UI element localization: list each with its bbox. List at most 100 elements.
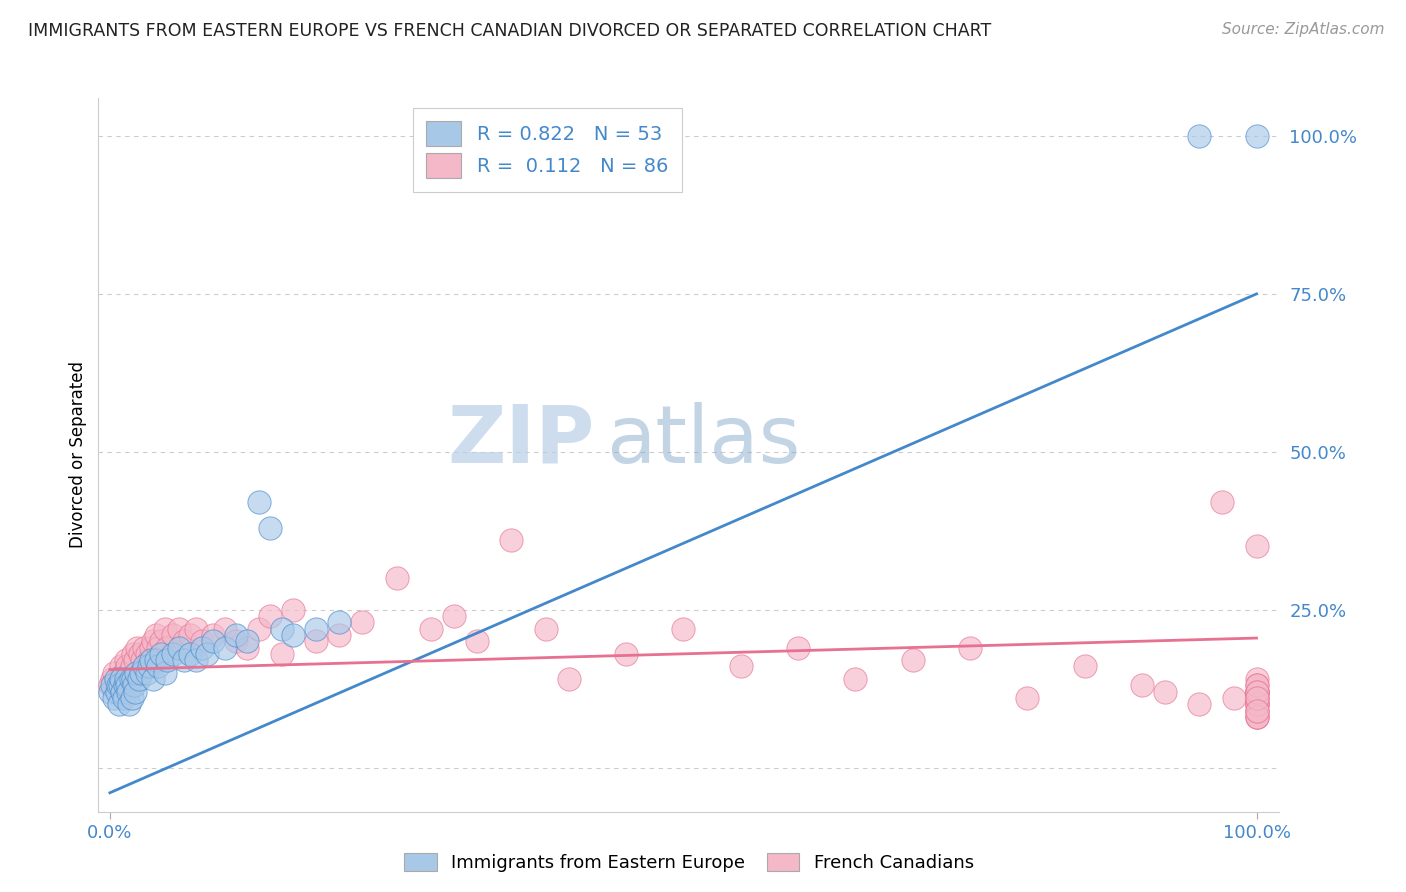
Point <box>115 659 138 673</box>
Point <box>225 634 247 648</box>
Point <box>108 672 131 686</box>
Point <box>179 628 201 642</box>
Point <box>1246 684 1268 698</box>
Text: ZIP: ZIP <box>447 401 595 480</box>
Point <box>190 634 212 648</box>
Point <box>214 640 236 655</box>
Point <box>115 653 138 667</box>
Point <box>150 634 173 648</box>
Point <box>1246 684 1268 698</box>
Point <box>1246 691 1268 706</box>
Point <box>1188 128 1211 143</box>
Point <box>385 571 408 585</box>
Point <box>141 653 163 667</box>
Point <box>167 640 190 655</box>
Point <box>1246 691 1268 706</box>
Point <box>112 665 135 680</box>
Point <box>120 672 142 686</box>
Y-axis label: Divorced or Separated: Divorced or Separated <box>69 361 87 549</box>
Point <box>202 628 225 642</box>
Point <box>128 672 150 686</box>
Point <box>1222 691 1244 706</box>
Point <box>121 672 143 686</box>
Point <box>117 684 139 698</box>
Point <box>259 520 281 534</box>
Point <box>101 672 124 686</box>
Point <box>146 659 169 673</box>
Point <box>259 609 281 624</box>
Point <box>98 678 121 692</box>
Point <box>125 665 148 680</box>
Point <box>236 640 259 655</box>
Point <box>195 647 218 661</box>
Point <box>1130 678 1153 692</box>
Point <box>1246 678 1268 692</box>
Point <box>134 659 156 673</box>
Point <box>108 698 131 712</box>
Text: Source: ZipAtlas.com: Source: ZipAtlas.com <box>1222 22 1385 37</box>
Point <box>121 647 143 661</box>
Point <box>247 495 270 509</box>
Point <box>118 698 141 712</box>
Point <box>121 691 143 706</box>
Point <box>247 622 270 636</box>
Point <box>103 691 125 706</box>
Point <box>127 640 149 655</box>
Point <box>118 665 141 680</box>
Point <box>110 672 132 686</box>
Point <box>115 678 138 692</box>
Point <box>501 533 523 548</box>
Point <box>145 628 167 642</box>
Point <box>111 684 134 698</box>
Point <box>614 647 637 661</box>
Point <box>190 640 212 655</box>
Point <box>420 622 443 636</box>
Point <box>672 622 695 636</box>
Point <box>112 691 135 706</box>
Point <box>328 615 350 630</box>
Point <box>305 634 328 648</box>
Point <box>1246 698 1268 712</box>
Point <box>156 653 179 667</box>
Point <box>305 622 328 636</box>
Text: atlas: atlas <box>606 401 800 480</box>
Point <box>465 634 488 648</box>
Point <box>202 634 225 648</box>
Point <box>730 659 752 673</box>
Point <box>107 678 129 692</box>
Point <box>115 672 138 686</box>
Point <box>105 684 128 698</box>
Point <box>270 622 292 636</box>
Point <box>1246 691 1268 706</box>
Point <box>283 602 305 616</box>
Point <box>1246 672 1268 686</box>
Point <box>142 672 165 686</box>
Point <box>225 628 247 642</box>
Point <box>108 678 131 692</box>
Point <box>844 672 866 686</box>
Point <box>1073 659 1095 673</box>
Point <box>959 640 981 655</box>
Point <box>138 653 160 667</box>
Point <box>121 659 143 673</box>
Point <box>162 647 184 661</box>
Point <box>124 684 146 698</box>
Point <box>122 678 145 692</box>
Point <box>101 678 124 692</box>
Point <box>1246 710 1268 724</box>
Point <box>1188 698 1211 712</box>
Point <box>105 678 128 692</box>
Point <box>1211 495 1233 509</box>
Point <box>138 659 160 673</box>
Point <box>162 628 184 642</box>
Point <box>283 628 305 642</box>
Point <box>1246 684 1268 698</box>
Point <box>153 665 176 680</box>
Point <box>1246 710 1268 724</box>
Point <box>146 640 169 655</box>
Point <box>103 665 125 680</box>
Point <box>153 622 176 636</box>
Point <box>179 647 201 661</box>
Point <box>1246 704 1268 718</box>
Point <box>129 665 152 680</box>
